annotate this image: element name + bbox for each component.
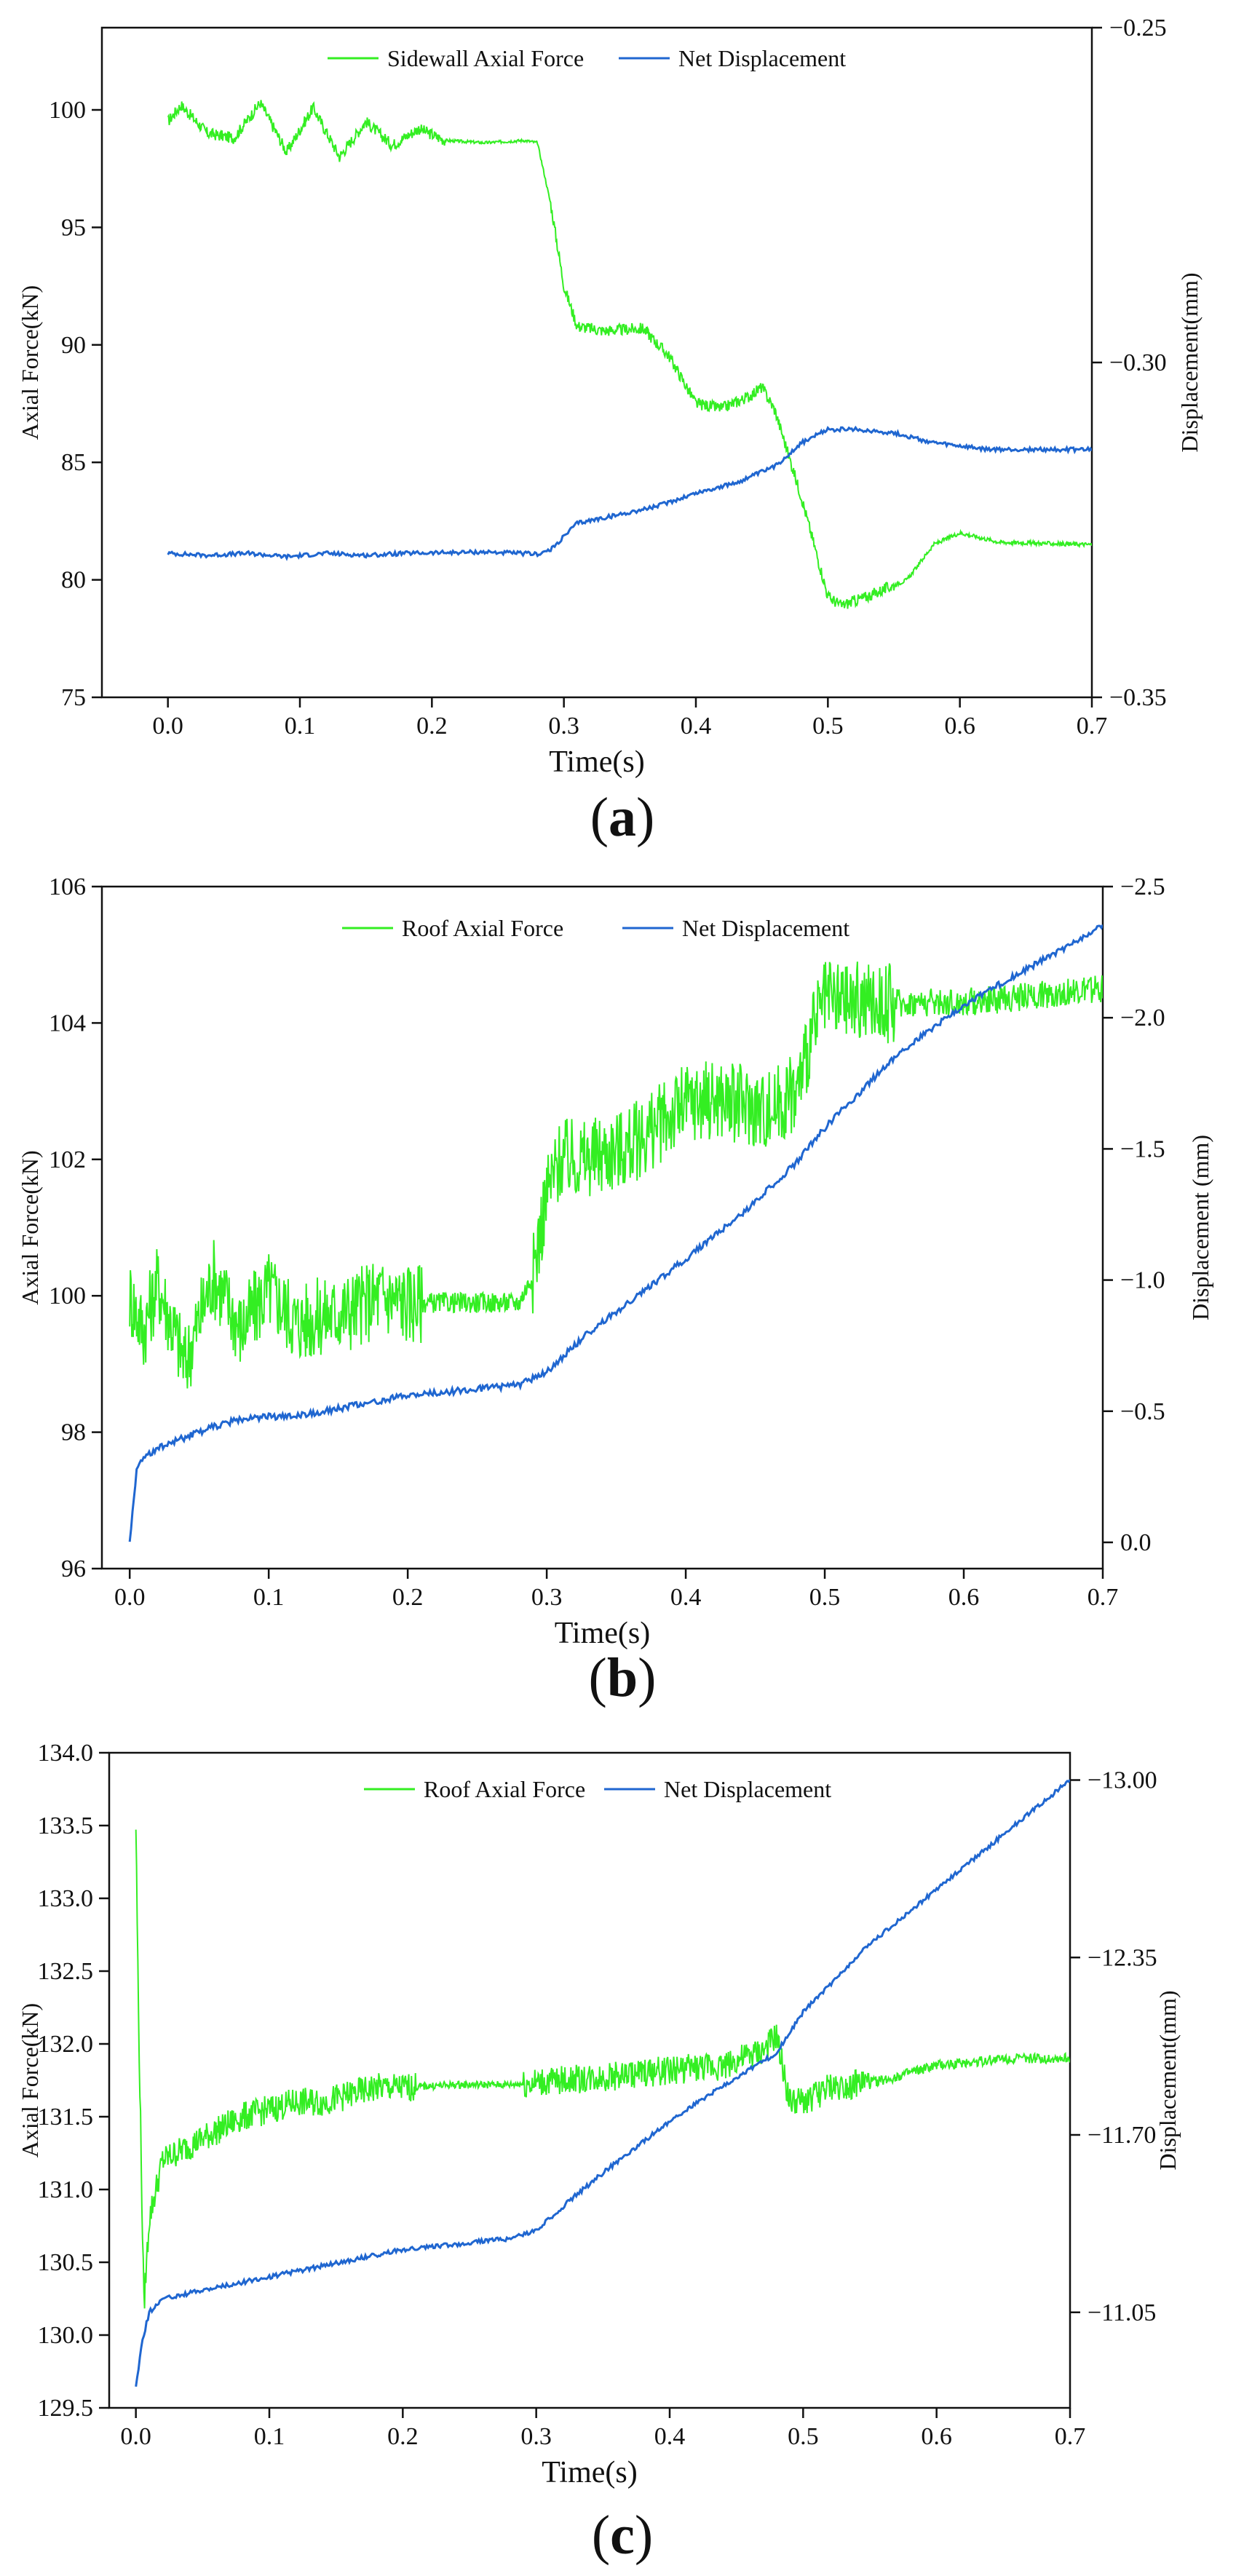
panel-label: (a)	[590, 787, 655, 848]
x-tick-label: 0.1	[253, 1584, 285, 1611]
y-tick-label: 106	[49, 873, 86, 900]
y-tick-label: 130.5	[38, 2249, 94, 2276]
series-line-axial-force	[167, 100, 1092, 609]
y-tick-label: 132.0	[38, 2031, 94, 2058]
y2-tick-label: −0.30	[1109, 349, 1167, 376]
legend-label: Net Displacement	[678, 45, 846, 71]
plot-frame	[108, 1751, 1071, 2409]
y2-tick-label: −0.25	[1109, 15, 1167, 41]
y-tick-label: 95	[61, 214, 86, 241]
y2-tick-label: −0.5	[1120, 1398, 1165, 1425]
chart-panel-c: 0.0 0.1 0.2 0.3 0.4 0.5 0.6 0.7 129.5 130.0 130.5 1…	[17, 1740, 1181, 2566]
x-tick-label: 0.5	[788, 2423, 819, 2450]
y-tick-label: 132.5	[38, 1958, 94, 1985]
y-tick-label: 130.0	[38, 2322, 94, 2349]
x-axis-title: Time(s)	[542, 2456, 637, 2489]
legend-label: Net Displacement	[682, 915, 849, 941]
x-tick-label: 0.4	[681, 713, 712, 740]
x-axis-title: Time(s)	[555, 1617, 650, 1650]
x-tick-label: 0.1	[254, 2423, 285, 2450]
y2-axis-title: Displacement (mm)	[1187, 1135, 1213, 1320]
y-tick-label: 134.0	[38, 1740, 94, 1767]
plot-frame	[100, 26, 1093, 699]
y-tick-label: 131.5	[38, 2104, 94, 2131]
x-tick-label: 0.6	[948, 1584, 980, 1611]
y2-tick-label: −1.5	[1120, 1136, 1165, 1162]
x-tick-label: 0.4	[670, 1584, 702, 1611]
legend-label: Roof Axial Force	[424, 1776, 585, 1802]
panel-label: (c)	[592, 2505, 653, 2566]
y-tick-label: 133.5	[38, 1812, 94, 1839]
y2-tick-label: 0.0	[1120, 1529, 1152, 1556]
series-line-net-displacement	[167, 425, 1092, 561]
y2-tick-label: −11.05	[1087, 2299, 1156, 2326]
y-tick-label: 80	[61, 567, 86, 594]
x-tick-label: 0.5	[809, 1584, 841, 1611]
series-line-net-displacement	[135, 1779, 1070, 2387]
x-tick-label: 0.6	[944, 713, 975, 740]
x-tick-label: 0.0	[120, 2423, 151, 2450]
series-line-axial-force	[129, 962, 1103, 1389]
legend-label: Roof Axial Force	[402, 915, 563, 941]
x-tick-label: 0.1	[285, 713, 316, 740]
chart-panel-a: 0.0 0.1 0.2 0.3 0.4 0.5 0.6 0.7 75 80 85 90 95 100 −0.…	[17, 15, 1203, 848]
y2-tick-label: −13.00	[1087, 1767, 1157, 1794]
y-tick-label: 96	[61, 1555, 86, 1582]
x-tick-label: 0.7	[1087, 1584, 1119, 1611]
y-tick-label: 133.0	[38, 1885, 94, 1912]
y-tick-label: 100	[49, 1283, 86, 1309]
x-tick-label: 0.0	[152, 713, 183, 740]
y2-axis-title: Displacement(mm)	[1176, 272, 1203, 452]
x-tick-label: 0.0	[114, 1584, 146, 1611]
y2-tick-label: −2.5	[1120, 873, 1165, 900]
y2-tick-label: −0.35	[1109, 684, 1167, 711]
legend-label: Sidewall Axial Force	[387, 45, 584, 71]
y2-tick-label: −11.70	[1087, 2122, 1156, 2149]
y-tick-label: 131.0	[38, 2176, 94, 2203]
plot-frame	[100, 885, 1104, 1570]
chart-panel-b: 0.0 0.1 0.2 0.3 0.4 0.5 0.6 0.7 96 98 100 102 104 106…	[17, 873, 1213, 1708]
y-tick-label: 75	[61, 684, 86, 711]
series-line-net-displacement	[128, 924, 1103, 1542]
x-tick-label: 0.7	[1077, 713, 1108, 740]
x-tick-label: 0.2	[416, 713, 448, 740]
x-tick-label: 0.3	[520, 2423, 552, 2450]
y2-tick-label: −2.0	[1120, 1004, 1165, 1031]
x-tick-label: 0.2	[387, 2423, 419, 2450]
y-axis-title: Axial Force(kN)	[17, 2003, 43, 2157]
y2-tick-label: −12.35	[1087, 1944, 1157, 1971]
x-tick-label: 0.3	[531, 1584, 563, 1611]
x-tick-label: 0.4	[654, 2423, 686, 2450]
x-tick-label: 0.5	[812, 713, 844, 740]
x-tick-label: 0.6	[921, 2423, 952, 2450]
legend-label: Net Displacement	[664, 1776, 831, 1802]
y-tick-label: 98	[61, 1419, 86, 1446]
panel-label: (b)	[589, 1647, 657, 1708]
y2-axis-title: Displacement(mm)	[1154, 1990, 1181, 2170]
y2-tick-label: −1.0	[1120, 1267, 1165, 1294]
x-tick-label: 0.7	[1055, 2423, 1086, 2450]
series-line-axial-force	[135, 1829, 1070, 2309]
x-tick-label: 0.3	[548, 713, 579, 740]
y-axis-title: Axial Force(kN)	[17, 1150, 43, 1304]
x-tick-label: 0.2	[392, 1584, 424, 1611]
y-tick-label: 129.5	[38, 2395, 94, 2422]
x-axis-title: Time(s)	[549, 745, 644, 779]
y-axis-title: Axial Force(kN)	[17, 285, 43, 440]
y-tick-label: 100	[49, 97, 86, 124]
y-tick-label: 90	[61, 332, 86, 359]
y-tick-label: 104	[49, 1010, 86, 1037]
y-tick-label: 102	[49, 1146, 86, 1173]
y-tick-label: 85	[61, 449, 86, 476]
